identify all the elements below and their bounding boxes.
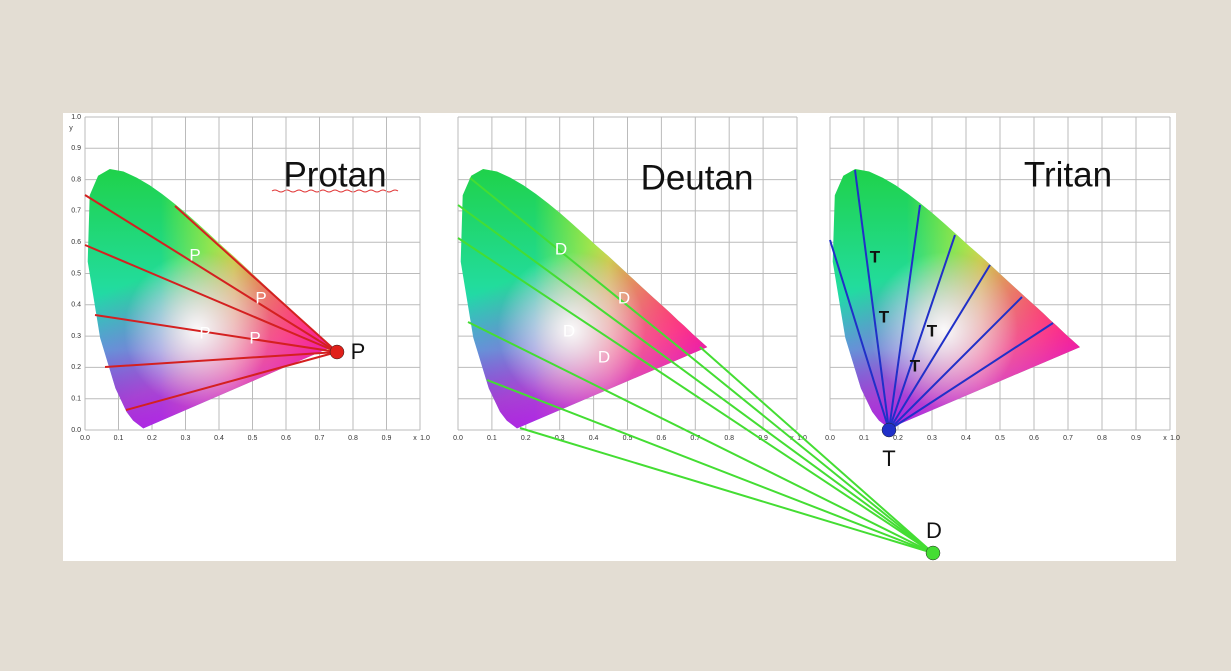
x-tick-label: 0.1 (114, 435, 124, 442)
line-label: P (249, 328, 260, 347)
x-tick-label: 0.0 (80, 435, 90, 442)
y-tick-label: 0.9 (71, 145, 81, 152)
x-tick-label: 0.7 (315, 435, 325, 442)
line-label: P (189, 245, 200, 264)
x-tick-label: 0.0 (453, 435, 463, 442)
confusion-line (888, 322, 1054, 431)
y-tick-label: 0.3 (71, 333, 81, 340)
confusion-line (84, 194, 338, 353)
x-tick-label: 0.5 (248, 435, 258, 442)
chromaticity-panel: 0.0 0.1 0.2 0.3 0.4 0.5 0.6 0.7 0.8 0.9 x 1.0 Tritan… (825, 116, 1180, 471)
confusion-line (469, 177, 934, 554)
x-axis-end: 1.0 (1170, 435, 1180, 442)
x-axis-name: x (1163, 435, 1167, 442)
x-tick-label: 0.2 (893, 435, 903, 442)
y-tick-label: 0.8 (71, 176, 81, 183)
x-tick-label: 0.9 (1131, 435, 1141, 442)
copunctal-point (925, 545, 941, 561)
confusion-line (699, 346, 934, 554)
panel-title: Tritan (1024, 155, 1112, 194)
line-label: T (870, 247, 881, 266)
x-tick-label: 0.6 (281, 435, 291, 442)
x-tick-label: 0.8 (724, 435, 734, 442)
confusion-line (457, 237, 934, 554)
x-tick-label: 0.0 (825, 435, 835, 442)
confusion-line (467, 321, 934, 554)
confusion-line (888, 234, 956, 431)
x-tick-label: 0.2 (521, 435, 531, 442)
x-tick-label: 0.6 (1029, 435, 1039, 442)
confusion-line (457, 204, 934, 554)
confusion-line (888, 264, 991, 431)
x-tick-label: 0.7 (690, 435, 700, 442)
x-tick-label: 0.4 (589, 435, 599, 442)
confusion-line (84, 244, 338, 353)
point-label: P (351, 339, 366, 364)
point-label: D (926, 518, 942, 543)
x-tick-label: 0.8 (348, 435, 358, 442)
panel-title: Protan (283, 155, 386, 194)
x-tick-label: 0.3 (927, 435, 937, 442)
line-label: D (618, 288, 630, 307)
confusion-line (829, 239, 890, 431)
y-tick-label: 0.0 (71, 427, 81, 434)
line-label: P (255, 288, 266, 307)
line-label: T (910, 356, 921, 375)
x-tick-label: 0.8 (1097, 435, 1107, 442)
confusion-line (854, 169, 890, 431)
confusion-line (519, 427, 934, 554)
x-tick-label: 0.3 (181, 435, 191, 442)
y-axis-end: 1.0 (71, 114, 81, 121)
confusion-line (125, 351, 338, 411)
x-axis-end: 1.0 (420, 435, 430, 442)
line-label: T (879, 307, 890, 326)
copunctal-point (881, 422, 897, 438)
x-tick-label: 0.2 (147, 435, 157, 442)
x-axis-name: x (413, 435, 417, 442)
y-tick-label: 0.2 (71, 364, 81, 371)
y-tick-label: 0.4 (71, 302, 81, 309)
confusion-line (94, 314, 338, 353)
x-tick-label: 0.9 (382, 435, 392, 442)
x-tick-label: 0.7 (1063, 435, 1073, 442)
confusion-line (888, 296, 1023, 431)
line-label: D (555, 239, 567, 258)
panel-title: Deutan (641, 158, 754, 197)
confusion-line (174, 205, 338, 353)
x-tick-label: 0.9 (758, 435, 768, 442)
line-label: D (598, 347, 610, 366)
chromaticity-panel: 0.00.10.20.30.40.50.60.70.80.9x1.0Deutan… (453, 116, 942, 561)
copunctal-point (329, 344, 345, 360)
point-label: T (882, 446, 895, 471)
x-tick-label: 0.5 (623, 435, 633, 442)
y-tick-label: 0.5 (71, 270, 81, 277)
x-tick-label: 0.1 (487, 435, 497, 442)
y-tick-label: 0.1 (71, 396, 81, 403)
confusion-line (104, 351, 338, 368)
line-label: P (199, 323, 210, 342)
panels: 0.0 0.1 0.2 0.3 0.4 0.5 0.6 0.7 0.8 0.9 x 1.00.00.1… (69, 114, 1180, 561)
x-tick-label: 0.1 (859, 435, 869, 442)
y-tick-label: 0.7 (71, 208, 81, 215)
x-tick-label: 0.4 (961, 435, 971, 442)
x-tick-label: 0.3 (555, 435, 565, 442)
y-axis-name: y (69, 125, 73, 132)
line-label: T (927, 321, 938, 340)
spell-underline (271, 189, 399, 193)
x-tick-label: 0.5 (995, 435, 1005, 442)
y-tick-label: 0.6 (71, 239, 81, 246)
confusion-line (486, 379, 934, 554)
line-label: D (563, 321, 575, 340)
gamut-fill (832, 169, 1080, 429)
x-tick-label: 0.4 (214, 435, 224, 442)
x-tick-label: 0.6 (657, 435, 667, 442)
confusion-line (888, 204, 921, 431)
chromaticity-panel: 0.0 0.1 0.2 0.3 0.4 0.5 0.6 0.7 0.8 0.9 x 1.00.00.1… (69, 114, 430, 442)
